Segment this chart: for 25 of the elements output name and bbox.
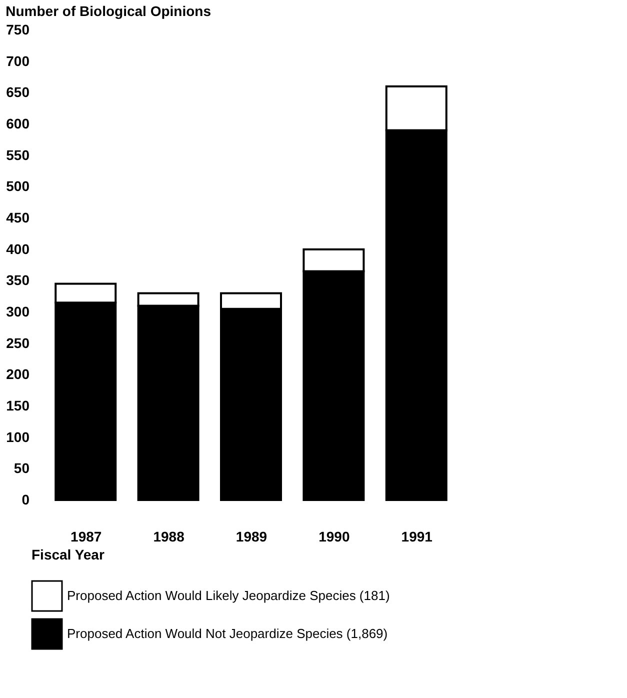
y-tick-label: 150 bbox=[6, 398, 30, 414]
y-tick-label: 0 bbox=[22, 492, 30, 508]
x-tick-label: 1989 bbox=[236, 528, 268, 544]
y-tick-label: 50 bbox=[14, 460, 30, 476]
y-tick-label: 100 bbox=[6, 428, 30, 445]
y-tick-label: 650 bbox=[6, 84, 30, 100]
chart-title: Number of Biological Opinions bbox=[6, 3, 212, 19]
x-tick-label: 1990 bbox=[318, 528, 350, 544]
y-tick-label: 450 bbox=[6, 210, 30, 226]
y-tick-label: 700 bbox=[6, 52, 30, 69]
y-tick-label: 600 bbox=[6, 116, 30, 132]
y-tick-label: 250 bbox=[6, 334, 30, 351]
y-tick-label: 200 bbox=[6, 366, 30, 382]
x-axis-title: Fiscal Year bbox=[32, 546, 105, 562]
x-tick-label: 1988 bbox=[153, 528, 185, 544]
y-tick-label: 300 bbox=[6, 304, 30, 320]
legend-label: Proposed Action Would Not Jeopardize Species (1,869) bbox=[67, 626, 388, 641]
x-tick-label: 1991 bbox=[401, 528, 433, 544]
x-tick-label: 1987 bbox=[70, 528, 102, 544]
y-tick-label: 750 bbox=[6, 22, 30, 38]
y-tick-label: 400 bbox=[6, 240, 30, 257]
legend-label: Proposed Action Would Likely Jeopardize Species (181) bbox=[67, 588, 390, 603]
y-tick-label: 350 bbox=[6, 272, 30, 288]
y-tick-label: 500 bbox=[6, 178, 30, 194]
y-tick-label: 550 bbox=[6, 146, 30, 163]
